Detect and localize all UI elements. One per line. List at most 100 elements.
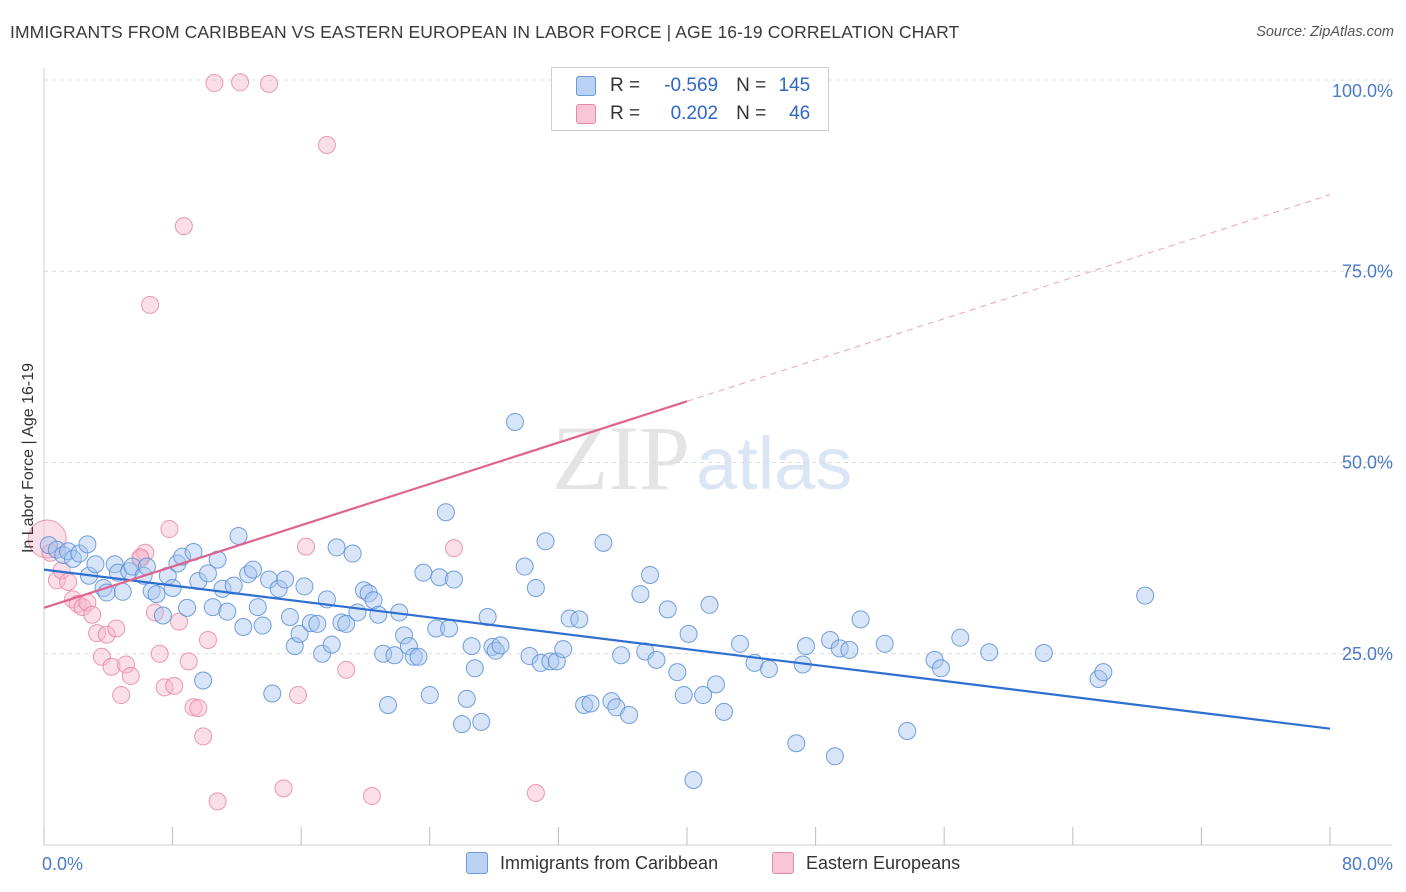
point-caribbean [404, 647, 423, 666]
point-caribbean [472, 712, 491, 731]
point-eastern-european [121, 666, 140, 685]
point-eastern-european [297, 537, 316, 556]
point-caribbean [78, 535, 97, 554]
point-caribbean [531, 653, 550, 672]
legend-n-label: N = [736, 103, 767, 124]
bottom-legend-caribbean: Immigrants from Caribbean [466, 852, 718, 874]
point-caribbean [526, 578, 545, 597]
point-eastern-european [288, 686, 307, 705]
point-caribbean [444, 570, 463, 589]
point-caribbean [560, 609, 579, 628]
point-caribbean [86, 555, 105, 574]
point-caribbean [951, 628, 970, 647]
point-caribbean [379, 696, 398, 715]
point-caribbean [348, 603, 367, 622]
point-eastern-european [141, 295, 160, 314]
point-eastern-european [160, 520, 179, 539]
point-caribbean [515, 557, 534, 576]
legend-row-eastern: R = 0.202 N = 46 [576, 102, 810, 126]
point-caribbean [520, 647, 539, 666]
point-eastern-european [92, 647, 111, 666]
point-eastern-european [68, 595, 87, 614]
point-caribbean [1136, 586, 1155, 605]
legend-r-label: R = [610, 103, 641, 124]
point-eastern-european [260, 74, 279, 93]
point-caribbean [308, 614, 327, 633]
point-caribbean [684, 770, 703, 789]
point-caribbean [260, 570, 279, 589]
point-caribbean [364, 591, 383, 610]
point-caribbean [658, 600, 677, 619]
source-label: Source: ZipAtlas.com [1256, 24, 1394, 40]
point-eastern-european [107, 619, 126, 638]
x-tick-label: 0.0% [42, 854, 83, 874]
point-caribbean [465, 659, 484, 678]
point-caribbean [787, 734, 806, 753]
point-eastern-european [194, 727, 213, 746]
point-caribbean [851, 610, 870, 629]
point-caribbean [343, 544, 362, 563]
point-caribbean [668, 663, 687, 682]
legend-box: R = -0.569 N = 145 R = 0.202 N = 46 [551, 67, 829, 131]
point-caribbean [602, 692, 621, 711]
y-tick-label: 100.0% [1332, 81, 1393, 101]
point-eastern-european [231, 73, 250, 92]
point-caribbean [647, 650, 666, 669]
point-eastern-european [526, 783, 545, 802]
point-caribbean [505, 412, 524, 431]
point-caribbean [486, 641, 505, 660]
point-caribbean [327, 538, 346, 557]
point-eastern-european [337, 660, 356, 679]
point-eastern-european [205, 74, 224, 93]
trend-line-eastern-dashed [686, 194, 1331, 402]
point-caribbean [263, 684, 282, 703]
point-eastern-european [88, 624, 107, 643]
point-caribbean [440, 619, 459, 638]
point-eastern-european [150, 644, 169, 663]
point-caribbean [313, 644, 332, 663]
point-caribbean [796, 637, 815, 656]
axes [43, 68, 1392, 846]
point-caribbean [290, 624, 309, 643]
x-tick-label: 80.0% [1342, 854, 1393, 874]
y-tick-label: 50.0% [1342, 453, 1393, 473]
point-eastern-european [97, 625, 116, 644]
watermark-atlas: atlas [696, 422, 853, 505]
point-eastern-european [83, 605, 102, 624]
point-caribbean [462, 637, 481, 656]
point-eastern-european [112, 686, 131, 705]
point-caribbean [243, 560, 262, 579]
bottom-legend-swatch-blue [466, 852, 488, 874]
point-caribbean [173, 547, 192, 566]
point-caribbean [575, 696, 594, 715]
point-caribbean [731, 634, 750, 653]
legend-r-value: 0.202 [670, 103, 719, 124]
point-eastern-european [362, 787, 381, 806]
point-caribbean [253, 616, 272, 635]
point-caribbean [631, 585, 650, 604]
point-eastern-european [317, 136, 336, 155]
point-caribbean [641, 565, 660, 584]
bottom-legend-eastern: Eastern Europeans [772, 852, 960, 874]
point-caribbean [594, 533, 613, 552]
point-caribbean [178, 598, 197, 617]
point-caribbean [620, 705, 639, 724]
point-caribbean [875, 634, 894, 653]
legend-row-caribbean: R = -0.569 N = 145 [576, 74, 810, 98]
point-caribbean [374, 644, 393, 663]
point-eastern-european [155, 678, 174, 697]
blue-series-points [39, 412, 1155, 789]
watermark-zip: ZIP [552, 407, 690, 509]
point-caribbean [759, 660, 778, 679]
point-caribbean [385, 646, 404, 665]
point-caribbean [491, 636, 510, 655]
point-caribbean [430, 568, 449, 587]
point-caribbean [194, 671, 213, 690]
point-caribbean [229, 526, 248, 545]
point-caribbean [840, 640, 859, 659]
trend-lines [43, 194, 1331, 730]
point-eastern-european [184, 698, 203, 717]
point-eastern-european [102, 657, 121, 676]
point-caribbean [980, 643, 999, 662]
